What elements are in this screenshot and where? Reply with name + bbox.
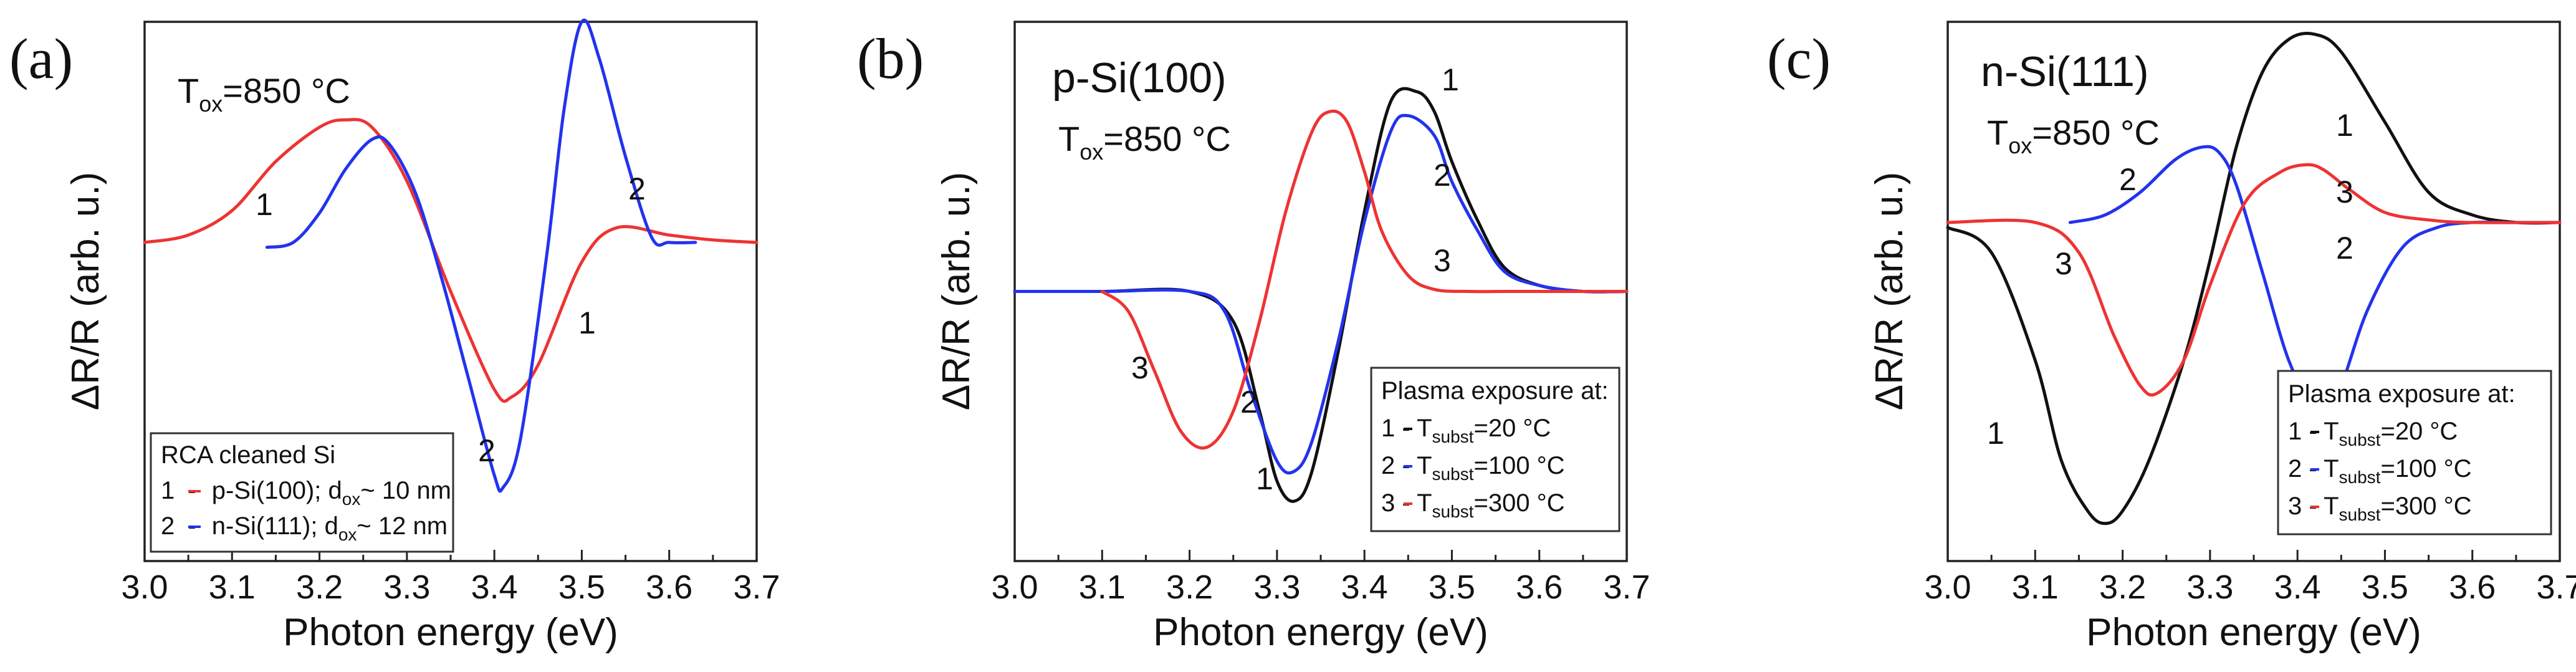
panel-c-x-tick-label: 3.2 <box>2099 569 2146 606</box>
panel-c-x-tick-label: 3.0 <box>1924 569 1971 606</box>
panel-a-x-tick-label: 3.4 <box>471 569 518 606</box>
panel-b-x-tick-label: 3.7 <box>1603 569 1650 606</box>
panel-b-legend-box <box>1370 367 1621 532</box>
panel-a-legend: RCA cleaned Si 1 - p-Si(100); dox~ 10 nm… <box>150 432 454 553</box>
panel-c-curve-label-1: 1 <box>2336 108 2353 143</box>
panel-c-x-ticks: 3.0 3.1 3.2 3.3 3.4 3.5 3.6 3.7 <box>1924 550 2576 606</box>
panel-c-legend-title: Plasma exposure at: <box>2288 380 2516 408</box>
panel-b-curve-label-1: 1 <box>1442 62 1459 97</box>
panel-a-letter: (a) <box>9 27 73 90</box>
panel-b-x-tick-label: 3.3 <box>1253 569 1300 606</box>
panel-c-series-3-line <box>1946 163 2562 397</box>
panel-c-series-1-line <box>1946 32 2562 526</box>
panel-c-letter: (c) <box>1767 27 1831 90</box>
panel-b-annotation: Tox=850 °C <box>1058 119 1231 165</box>
panel-a-x-tick-label: 3.1 <box>209 569 256 606</box>
panel-b-x-tick-label: 3.6 <box>1516 569 1563 606</box>
panel-c-x-tick-label: 3.5 <box>2362 569 2408 606</box>
panel-b-x-axis-label: Photon energy (eV) <box>1153 611 1488 654</box>
panel-c-curve-label-2-right: 2 <box>2336 231 2353 266</box>
panel-b-curves <box>1013 87 1629 503</box>
panel-b-curve-label-2-low: 2 <box>1240 385 1258 420</box>
panel-b-legend-entry-2: 2 - Tsubst=100 °C <box>1381 452 1565 484</box>
panel-c-legend-entry-3: 3 - Tsubst=300 °C <box>2288 492 2472 524</box>
panel-c-x-tick-label: 3.1 <box>2012 569 2059 606</box>
panel-b-legend-entry-3: 3 - Tsubst=300 °C <box>1381 489 1565 521</box>
panel-c-legend: Plasma exposure at: 1 - Tsubst=20 °C 2 -… <box>2277 370 2552 535</box>
panel-b-curve-label-2: 2 <box>1434 158 1451 193</box>
panel-a-series-1-line <box>143 118 759 403</box>
panel-c-legend-box <box>2277 370 2552 535</box>
panel-b-legend: Plasma exposure at: 1 - Tsubst=20 °C 2 -… <box>1370 367 1621 532</box>
panel-c-x-tick-label: 3.4 <box>2274 569 2321 606</box>
panel-c-x-tick-label: 3.3 <box>2186 569 2233 606</box>
panel-a-series-2-line <box>265 18 697 493</box>
panel-a-x-axis-label: Photon energy (eV) <box>283 611 618 654</box>
panel-a: (a) ΔR/R (arb. u.) Photon energy (eV) 3.… <box>9 18 780 654</box>
panel-a-curve-label-1-left: 1 <box>256 187 273 222</box>
panel-b-y-axis-label: ΔR/R (arb. u.) <box>935 172 978 410</box>
panel-b-series-3-line <box>1100 109 1629 450</box>
panel-c-title: n-Si(111) <box>1981 48 2149 95</box>
panel-c-curve-label-3-low: 3 <box>2055 246 2072 281</box>
panel-c-legend-entry-2: 2 - Tsubst=100 °C <box>2288 455 2472 487</box>
panel-a-x-tick-label: 3.5 <box>558 569 605 606</box>
panel-c-annotation: Tox=850 °C <box>1987 113 2160 158</box>
panel-c: (c) ΔR/R (arb. u.) Photon energy (eV) 3.… <box>1767 21 2576 654</box>
panel-a-annotation: Tox=850 °C <box>178 71 350 117</box>
panel-c-y-axis-label: ΔR/R (arb. u.) <box>1868 172 1911 410</box>
panel-a-x-tick-label: 3.2 <box>296 569 343 606</box>
panel-b-letter: (b) <box>857 27 924 90</box>
panel-a-curve-label-1-right: 1 <box>578 305 596 340</box>
panel-c-x-axis-label: Photon energy (eV) <box>2086 611 2421 654</box>
panel-a-x-tick-label: 3.6 <box>646 569 692 606</box>
panel-b-x-tick-label: 3.1 <box>1079 569 1126 606</box>
panel-b-curve-label-1-low: 1 <box>1256 461 1273 496</box>
panel-b-title: p-Si(100) <box>1052 54 1227 102</box>
panel-a-curve-label-2: 2 <box>628 171 646 206</box>
panel-a-x-ticks: 3.0 3.1 3.2 3.3 3.4 3.5 3.6 3.7 <box>121 550 780 606</box>
panel-b: (b) ΔR/R (arb. u.) Photon energy (eV) 3.… <box>857 21 1650 654</box>
panel-a-legend-box <box>150 432 454 553</box>
panel-a-curves <box>143 18 759 493</box>
panel-b-x-tick-label: 3.4 <box>1341 569 1388 606</box>
panel-b-curve-label-3-low: 3 <box>1131 350 1149 385</box>
panel-c-curve-label-2: 2 <box>2119 162 2137 197</box>
panel-c-x-tick-label: 3.7 <box>2536 569 2576 606</box>
panel-b-x-tick-label: 3.0 <box>991 569 1038 606</box>
panel-a-legend-title: RCA cleaned Si <box>161 441 335 469</box>
panel-a-x-tick-label: 3.3 <box>383 569 430 606</box>
panel-c-legend-entry-1: 1 - Tsubst=20 °C <box>2288 418 2458 449</box>
panel-a-legend-entry-2: 2 - n-Si(111); dox~ 12 nm <box>161 512 448 544</box>
panel-c-curve-label-3: 3 <box>2336 175 2353 209</box>
panel-b-x-tick-label: 3.5 <box>1429 569 1475 606</box>
panel-a-x-tick-label: 3.0 <box>121 569 168 606</box>
panel-a-legend-entry-1: 1 - p-Si(100); dox~ 10 nm <box>161 477 451 509</box>
panel-b-curve-label-3: 3 <box>1434 243 1451 278</box>
panel-a-x-tick-label: 3.7 <box>733 569 780 606</box>
panel-c-x-tick-label: 3.6 <box>2449 569 2496 606</box>
panel-a-y-axis-label: ΔR/R (arb. u.) <box>64 172 107 410</box>
panel-c-curve-label-1-low: 1 <box>1987 416 2004 451</box>
panel-a-curve-label-2-low: 2 <box>478 433 496 468</box>
panel-b-legend-entry-1: 1 - Tsubst=20 °C <box>1381 415 1551 446</box>
panel-b-x-tick-label: 3.2 <box>1166 569 1213 606</box>
panel-b-x-ticks: 3.0 3.1 3.2 3.3 3.4 3.5 3.6 3.7 <box>991 550 1650 606</box>
panel-b-series-2-line <box>1013 113 1629 475</box>
panel-b-legend-title: Plasma exposure at: <box>1381 377 1609 405</box>
